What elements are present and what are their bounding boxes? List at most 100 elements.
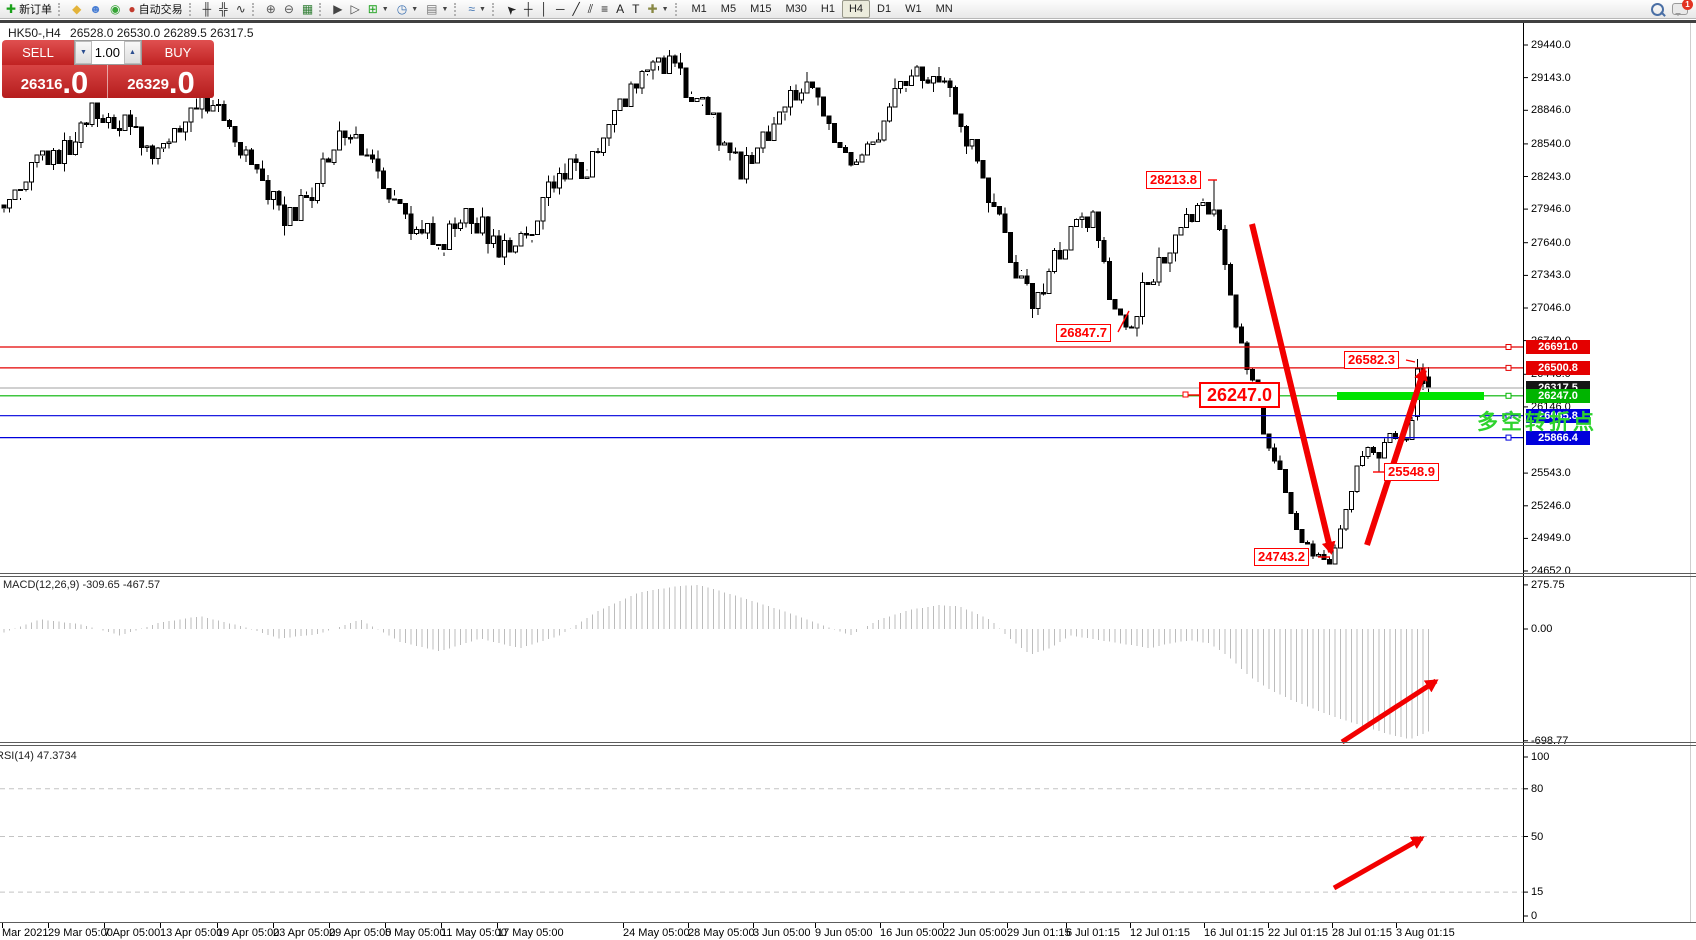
line-chart-icon: ∿ <box>235 1 246 16</box>
add-object-icon[interactable]: ⊞ ▼ <box>364 0 393 19</box>
annotation-26247.0[interactable]: 26247.0 <box>1199 382 1281 408</box>
trendline-icon[interactable]: ╱ <box>569 0 584 19</box>
timeframe-H1[interactable]: H1 <box>820 3 835 15</box>
template-icon[interactable]: ▤ ▼ <box>422 0 452 19</box>
line-handle[interactable] <box>1505 344 1512 351</box>
chart-shift-icon[interactable]: ▷ <box>346 0 363 19</box>
period-clock-icon[interactable]: ◷ ▼ <box>393 0 422 19</box>
zoom-in-icon[interactable]: ⊕ <box>262 0 280 19</box>
candle-up <box>1035 292 1041 309</box>
candle-up <box>513 245 518 253</box>
crosshair-icon[interactable]: ┼ <box>520 0 537 19</box>
chart-symbol-title: HK50-,H4 26528.0 26530.0 26289.5 26317.5 <box>8 26 254 40</box>
candle-down <box>128 114 133 127</box>
new-order-button[interactable]: ✚ 新订单 <box>2 0 56 19</box>
ohlc-values: 26528.0 26530.0 26289.5 26317.5 <box>70 26 254 40</box>
annotation-handle[interactable] <box>1182 391 1189 398</box>
bar-chart-icon[interactable]: ╫ <box>199 0 216 19</box>
pivot-point-text[interactable]: 多空转折点 <box>1477 411 1597 434</box>
candle-up <box>1052 250 1057 273</box>
line-handle[interactable] <box>1505 364 1512 371</box>
channel-icon[interactable]: ⫽ <box>584 0 597 19</box>
candle-down <box>1393 433 1398 439</box>
sell-price[interactable]: 26316 .0 <box>2 65 108 98</box>
pane-separator[interactable] <box>0 576 1696 577</box>
price-badge-26500.8: 26500.8 <box>1526 360 1590 375</box>
candle-up <box>23 181 29 190</box>
label-icon[interactable]: T <box>628 0 643 19</box>
candle-down <box>1189 213 1195 223</box>
candle-up <box>656 57 661 63</box>
support-highlight-bar[interactable] <box>1337 392 1484 400</box>
fibonacci-icon[interactable]: ≡ <box>597 0 612 19</box>
new-chart-icon[interactable]: ▶ <box>329 0 346 19</box>
line-handle[interactable] <box>1505 412 1512 419</box>
toolbar-separator <box>491 2 498 16</box>
search-icon[interactable] <box>1651 2 1664 16</box>
zoom-out-icon[interactable]: ⊖ <box>280 0 298 19</box>
horizontal-line-icon[interactable]: ─ <box>552 0 569 19</box>
trend-arrow-2[interactable] <box>1364 367 1428 546</box>
text-icon[interactable]: A <box>612 0 628 19</box>
candle-down <box>991 202 997 207</box>
indicators-icon: ≈ <box>468 1 475 16</box>
trend-arrow-4[interactable] <box>1332 835 1425 891</box>
vertical-line-icon[interactable]: │ <box>537 0 553 19</box>
volume-decrease-button[interactable]: ▼ <box>75 41 92 64</box>
template-icon-dropdown[interactable]: ▼ <box>441 5 449 13</box>
add-object-icon-dropdown[interactable]: ▼ <box>381 5 389 13</box>
timeframe-W1[interactable]: W1 <box>905 3 922 15</box>
annotation-26582.3[interactable]: 26582.3 <box>1344 351 1399 369</box>
cursor-icon[interactable]: ➤ <box>502 0 520 19</box>
candle-up <box>601 137 606 154</box>
price-axis-label: 28540.0 <box>1531 137 1571 150</box>
annotation-26847.7[interactable]: 26847.7 <box>1056 324 1111 342</box>
candle-down <box>276 191 282 206</box>
sell-price-main: 26316 <box>20 76 63 93</box>
candle-up <box>458 222 463 229</box>
annotation-25548.9[interactable]: 25548.9 <box>1384 463 1439 481</box>
indicators-icon-dropdown[interactable]: ▼ <box>479 5 486 13</box>
timeframe-M5[interactable]: M5 <box>720 3 737 15</box>
period-clock-icon-dropdown[interactable]: ▼ <box>411 5 419 13</box>
signal-icon[interactable]: ◉ <box>106 0 124 19</box>
candle-up <box>546 181 551 198</box>
tile-windows-icon[interactable]: ▦ <box>298 0 317 19</box>
notifications-icon[interactable]: 1 <box>1672 0 1693 16</box>
line-chart-icon[interactable]: ∿ <box>232 0 250 19</box>
timeframe-MN[interactable]: MN <box>935 3 953 15</box>
volume-input[interactable]: 1.00 <box>94 45 120 60</box>
buy-button[interactable]: BUY <box>142 40 214 65</box>
annotation-24743.2[interactable]: 24743.2 <box>1254 548 1309 566</box>
timeframe-M15[interactable]: M15 <box>750 3 772 15</box>
pane-separator[interactable] <box>0 742 1696 743</box>
indicators-icon[interactable]: ≈ ▼ <box>464 0 490 19</box>
trend-arrow-3[interactable] <box>1340 678 1439 745</box>
candle-down <box>469 208 474 225</box>
candle-up <box>881 120 887 141</box>
timeframe-D1[interactable]: D1 <box>877 3 892 15</box>
highlighter-icon[interactable]: ◆ <box>68 0 85 19</box>
candle-chart-icon[interactable]: ╬ <box>215 0 232 19</box>
sell-button[interactable]: SELL <box>2 40 74 65</box>
profile-icon[interactable]: ☻ <box>85 0 106 19</box>
timeframe-H4[interactable]: H4 <box>841 0 870 18</box>
arrows-icon-dropdown[interactable]: ▼ <box>661 5 669 13</box>
autotrade-button[interactable]: ● 自动交易 <box>124 0 186 19</box>
candle-up <box>491 235 496 245</box>
line-handle[interactable] <box>1505 392 1512 399</box>
timeframe-M30[interactable]: M30 <box>785 3 807 15</box>
annotation-28213.8[interactable]: 28213.8 <box>1146 171 1201 189</box>
candle-up <box>40 150 45 156</box>
volume-increase-button[interactable]: ▲ <box>124 41 141 64</box>
candle-down <box>1030 283 1035 309</box>
arrows-icon[interactable]: ✚ ▼ <box>644 0 673 19</box>
pane-separator[interactable] <box>0 573 1696 574</box>
buy-price[interactable]: 26329 .0 <box>108 65 214 98</box>
line-handle[interactable] <box>1505 434 1512 441</box>
pane-separator[interactable] <box>0 745 1696 746</box>
trend-arrow-1[interactable] <box>1249 223 1336 555</box>
candle-down <box>1233 294 1239 328</box>
timeframe-M1[interactable]: M1 <box>691 3 707 15</box>
